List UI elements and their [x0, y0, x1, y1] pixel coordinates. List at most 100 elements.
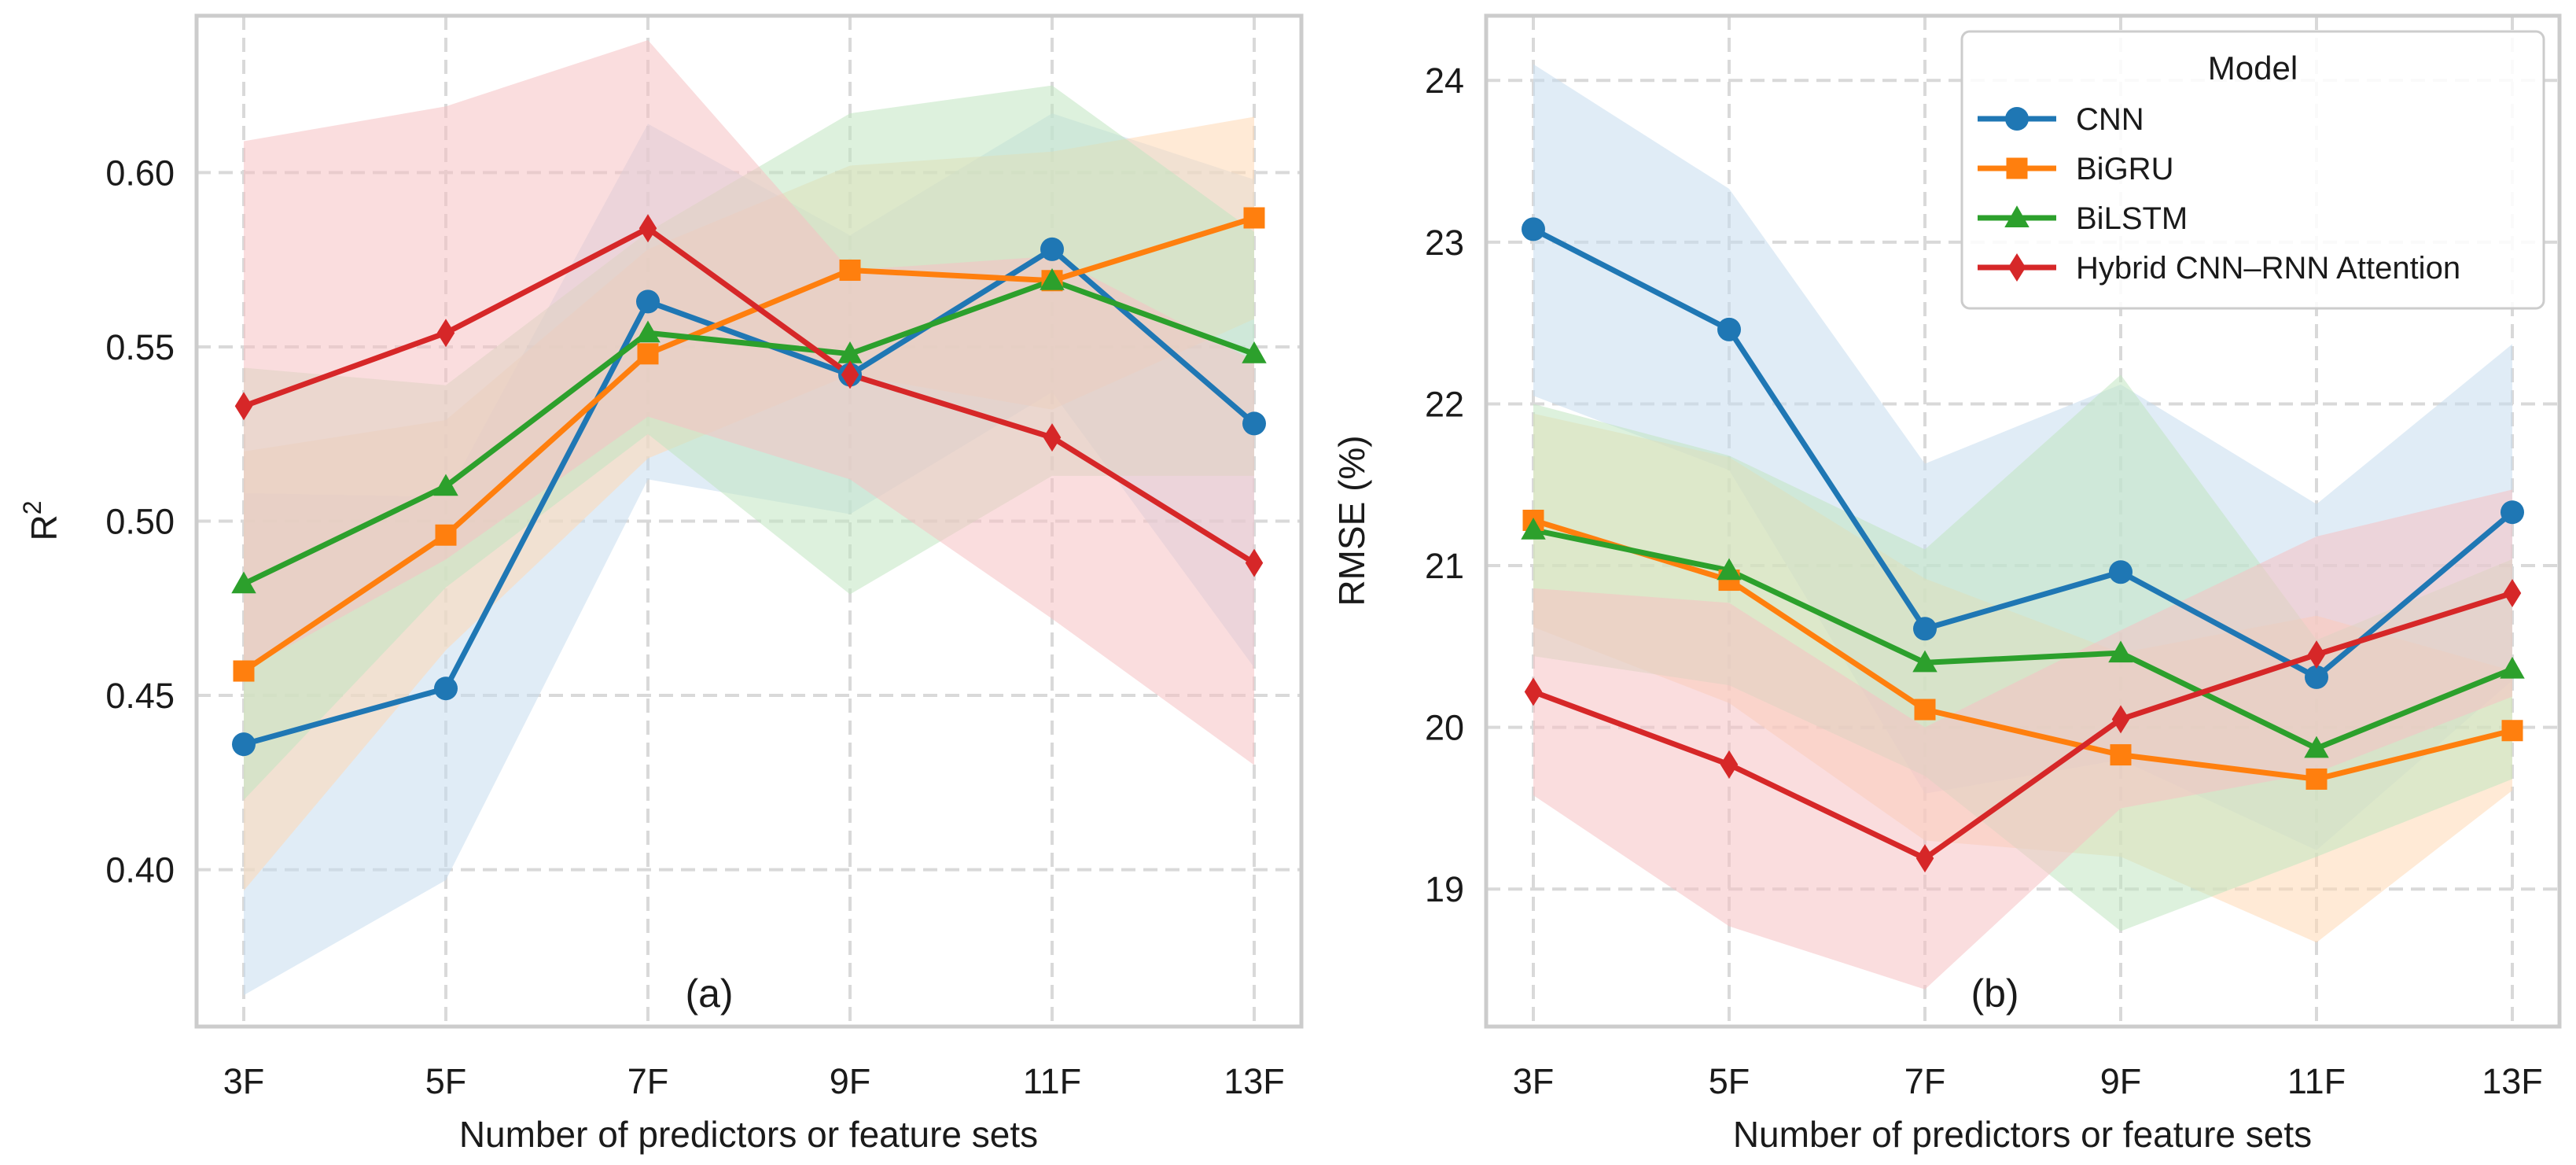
panel-a-y-tick: 0.55 — [105, 327, 175, 367]
panel-b-line-bilstm — [1533, 527, 2514, 751]
panel-b-frame — [1484, 13, 2562, 1029]
panel-b-y-tick: 21 — [1425, 546, 1464, 586]
panel-b-x-tick-11f: 11F — [2287, 1061, 2346, 1101]
panel-b-point-bigru — [1914, 699, 1936, 721]
panel-a-x-tick-3f: 3F — [223, 1061, 265, 1101]
panel-b-point-hybrid-cnn-rnn-attention — [1915, 844, 1934, 873]
panel-a-point-hybrid-cnn-rnn-attention — [436, 319, 455, 348]
panel-a-point-bigru — [435, 524, 457, 546]
panel-b-x-tick-5f: 5F — [1709, 1061, 1750, 1101]
panel-a-point-hybrid-cnn-rnn-attention — [841, 360, 859, 389]
panel-b-y-tick: 20 — [1425, 708, 1464, 748]
panel-a-y-ticks: 0.40 0.45 0.50 0.55 0.60 — [105, 153, 175, 890]
legend-label-bilstm: BiLSTM — [2076, 201, 2188, 236]
panel-a-point-bilstm — [433, 474, 458, 496]
panel-a-point-bilstm — [231, 571, 256, 594]
panel-a-x-tick-7f: 7F — [627, 1061, 669, 1101]
legend-marker-bigru — [2006, 157, 2028, 179]
panel-b-x-tick-7f: 7F — [1904, 1061, 1946, 1101]
panel-b-point-bilstm — [2500, 656, 2525, 679]
panel-b-chart: 19 20 21 22 23 24 3F 5F 7F 9F 11F 13F Number of pr… — [1331, 13, 2562, 1155]
panel-a-point-hybrid-cnn-rnn-attention — [638, 214, 657, 243]
panel-b-point-bigru — [2306, 768, 2328, 790]
panel-b-point-hybrid-cnn-rnn-attention — [2111, 705, 2130, 734]
panel-a-point-bigru — [839, 259, 861, 281]
panel-b-point-bilstm — [1912, 650, 1938, 673]
panel-b-point-hybrid-cnn-rnn-attention — [1524, 677, 1543, 706]
panel-b-point-cnn — [2305, 665, 2328, 689]
panel-b-point-bilstm — [1521, 518, 1546, 540]
panel-a-point-cnn — [1242, 411, 1266, 436]
panel-a-y-tick: 0.45 — [105, 676, 175, 716]
legend-items: CNN BiGRU BiLSTM Hybrid CNN–RNN Attention — [1978, 102, 2460, 286]
panel-b-point-bilstm — [1717, 558, 1742, 581]
panel-a-x-tick-11f: 11F — [1023, 1061, 1081, 1101]
panel-a-point-cnn — [1040, 237, 1064, 261]
panel-a-line-hybrid-cnn-rnn-attention — [242, 225, 1256, 566]
panel-a-line-bigru — [242, 215, 1256, 673]
panel-a-point-cnn — [636, 289, 660, 314]
panel-a-point-hybrid-cnn-rnn-attention — [234, 392, 253, 421]
panel-b-point-bigru — [2110, 744, 2132, 766]
panel-a-y-axis-label: R2 — [18, 500, 64, 540]
legend: Model CNN BiGRU BiLSTM Hybrid CNN–RNN Atten… — [1960, 30, 2545, 310]
panel-b-point-bigru — [2501, 720, 2523, 742]
panel-b-point-cnn — [2501, 500, 2524, 525]
panel-b-line-bigru — [1532, 518, 2513, 782]
panel-a-markers — [231, 207, 1267, 757]
panel-a-band-hybrid-cnn-rnn-attention — [244, 40, 1254, 765]
panel-a-point-cnn — [434, 677, 458, 701]
panel-a-x-axis-label: Number of predictors or feature sets — [459, 1114, 1038, 1155]
panel-b-point-bilstm — [2304, 735, 2329, 758]
panel-b-x-tick-9f: 9F — [2100, 1061, 2142, 1101]
panel-b-markers — [1521, 217, 2525, 873]
panel-a-point-bilstm — [635, 320, 661, 343]
panel-b-point-cnn — [2109, 560, 2133, 584]
legend-marker-bilstm — [2004, 205, 2030, 227]
panel-b-y-tick: 23 — [1425, 223, 1464, 263]
panel-b-point-cnn — [1717, 317, 1741, 341]
panel-a-bands — [244, 40, 1254, 996]
panel-a-y-tick: 0.60 — [105, 153, 175, 193]
panel-b-y-tick: 22 — [1425, 384, 1464, 424]
panel-b-line-hybrid-cnn-rnn-attention — [1532, 590, 2514, 861]
panel-a-x-tick-13f: 13F — [1224, 1061, 1285, 1101]
panel-b-x-ticks: 3F 5F 7F 9F 11F 13F — [1513, 1061, 2543, 1101]
legend-box — [1960, 30, 2545, 310]
panel-b-x-axis-label: Number of predictors or feature sets — [1733, 1114, 2312, 1155]
panel-a-point-bigru — [233, 660, 255, 682]
panel-a-point-bilstm — [837, 341, 863, 363]
panel-b-y-tick: 24 — [1425, 61, 1464, 101]
panel-b-point-bilstm — [2108, 640, 2133, 663]
panel-a-y-tick: 0.50 — [105, 502, 175, 542]
legend-label-cnn: CNN — [2076, 102, 2144, 137]
panel-a-chart: 0.40 0.45 0.50 0.55 0.60 3F 5F 7F 9F 11F 13F Numb… — [18, 13, 1304, 1155]
panel-a-label: (a) — [685, 971, 733, 1016]
panel-a-point-hybrid-cnn-rnn-attention — [1245, 548, 1264, 577]
panel-b-band-bilstm — [1533, 374, 2512, 931]
panel-b-y-tick: 19 — [1425, 869, 1464, 909]
panel-a-point-hybrid-cnn-rnn-attention — [1043, 423, 1062, 452]
legend-label-bigru: BiGRU — [2076, 152, 2173, 186]
panel-a-point-cnn — [232, 732, 256, 757]
panel-b-lines — [1532, 227, 2515, 861]
legend-marker-cnn — [2005, 107, 2029, 131]
panel-b-y-ticks: 19 20 21 22 23 24 — [1425, 61, 1464, 909]
panel-b-band-hybrid-cnn-rnn-attention — [1533, 489, 2512, 990]
panel-a-point-bigru — [637, 343, 659, 365]
panel-a-frame — [194, 13, 1304, 1029]
panel-a-x-tick-5f: 5F — [425, 1061, 467, 1101]
panel-b-point-hybrid-cnn-rnn-attention — [1720, 750, 1739, 779]
panel-a-point-bilstm — [1040, 268, 1065, 290]
panel-a-line-cnn — [243, 246, 1257, 747]
legend-label-hybrid-cnn-rnn-attention: Hybrid CNN–RNN Attention — [2076, 251, 2460, 286]
panel-b-line-cnn — [1532, 227, 2515, 680]
panel-a-line-bilstm — [242, 278, 1256, 587]
panel-b-x-tick-13f: 13F — [2482, 1061, 2543, 1101]
panel-b-label: (b) — [1971, 971, 2018, 1016]
panel-b-point-cnn — [1913, 617, 1937, 641]
panel-a-point-bigru — [1243, 207, 1265, 229]
panel-a-x-ticks: 3F 5F 7F 9F 11F 13F — [223, 1061, 1285, 1101]
panel-a-point-bilstm — [1242, 341, 1267, 363]
